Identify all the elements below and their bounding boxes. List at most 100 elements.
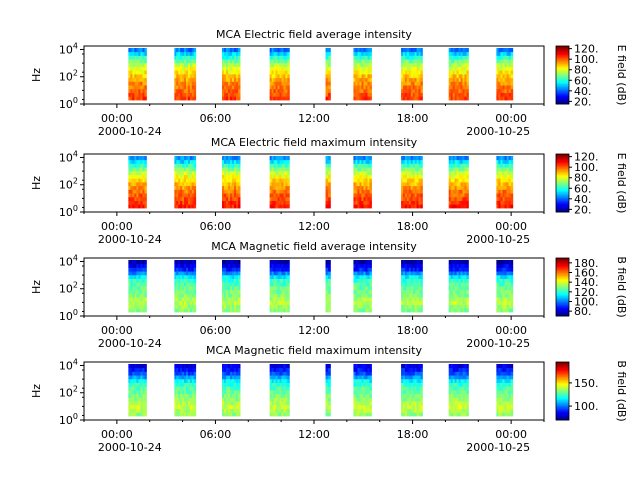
heatmap-cell	[496, 204, 499, 209]
heatmap-cell	[412, 293, 416, 298]
heatmap-cell	[412, 88, 416, 93]
heatmap-cell	[458, 193, 461, 198]
heatmap-cell	[327, 397, 331, 402]
heatmap-cell	[403, 85, 406, 90]
heatmap-cell	[285, 367, 288, 372]
heatmap-cell	[414, 174, 417, 179]
heatmap-cell	[136, 174, 139, 179]
heatmap-cell	[359, 70, 362, 75]
heatmap-cell	[238, 170, 241, 175]
heatmap-cell	[510, 274, 514, 279]
heatmap-cell	[502, 59, 505, 64]
heatmap-cell	[182, 390, 185, 395]
heatmap-cell	[500, 159, 503, 164]
heatmap-cell	[128, 364, 131, 369]
heatmap-cell	[271, 92, 274, 97]
heatmap-cell	[403, 48, 406, 53]
heatmap-cell	[452, 293, 456, 298]
heatmap-cell	[404, 178, 408, 183]
heatmap-cell	[232, 193, 235, 198]
heatmap-cell	[406, 204, 410, 209]
heatmap-cell	[458, 293, 461, 298]
heatmap-cell	[238, 404, 241, 409]
heatmap-cell	[498, 382, 501, 387]
heatmap-cell	[452, 364, 456, 369]
heatmap-cell	[283, 386, 286, 391]
heatmap-cell	[327, 204, 331, 209]
heatmap-cell	[269, 278, 273, 283]
heatmap-cell	[136, 412, 139, 417]
heatmap-cell	[452, 282, 456, 287]
heatmap-cell	[456, 393, 459, 398]
heatmap-cell	[504, 55, 508, 60]
heatmap-cell	[458, 178, 461, 183]
heatmap-cell	[361, 367, 364, 372]
heatmap-cell	[273, 85, 276, 90]
data-segment	[353, 364, 372, 417]
heatmap-cell	[408, 156, 412, 161]
heatmap-cell	[238, 378, 241, 383]
heatmap-cell	[464, 263, 467, 268]
heatmap-cell	[224, 185, 227, 190]
heatmap-cell	[269, 390, 273, 395]
heatmap-cell	[269, 59, 273, 64]
heatmap-cell	[230, 178, 233, 183]
heatmap-cell	[226, 286, 229, 291]
heatmap-cell	[279, 390, 282, 395]
heatmap-cell	[458, 378, 461, 383]
heatmap-cell	[408, 367, 412, 372]
colorbar-swatch	[556, 391, 569, 393]
heatmap-cell	[144, 286, 147, 291]
heatmap-cell	[363, 278, 366, 283]
heatmap-cell	[283, 204, 286, 209]
heatmap-cell	[456, 286, 459, 291]
heatmap-cell	[273, 364, 276, 369]
heatmap-cell	[140, 200, 143, 205]
heatmap-cell	[176, 263, 179, 268]
heatmap-cell	[142, 174, 145, 179]
heatmap-cell	[357, 408, 360, 413]
heatmap-cell	[359, 282, 362, 287]
heatmap-cell	[506, 375, 510, 380]
heatmap-cell	[193, 364, 197, 369]
heatmap-cell	[269, 163, 273, 168]
heatmap-cell	[466, 386, 469, 391]
heatmap-cell	[460, 408, 463, 413]
heatmap-cell	[236, 274, 239, 279]
heatmap-cell	[414, 297, 417, 302]
heatmap-cell	[224, 408, 227, 413]
heatmap-cell	[462, 293, 465, 298]
heatmap-cell	[128, 263, 131, 268]
heatmap-cell	[452, 81, 456, 86]
heatmap-cell	[454, 278, 457, 283]
heatmap-cell	[187, 404, 191, 409]
heatmap-cell	[359, 378, 362, 383]
heatmap-cell	[130, 263, 133, 268]
heatmap-cell	[498, 304, 501, 309]
heatmap-cell	[456, 382, 459, 387]
heatmap-cell	[369, 271, 372, 276]
heatmap-cell	[498, 174, 501, 179]
heatmap-cell	[224, 401, 227, 406]
heatmap-cell	[408, 297, 412, 302]
heatmap-cell	[222, 189, 225, 194]
heatmap-cell	[464, 81, 467, 86]
heatmap-cell	[269, 88, 273, 93]
heatmap-cell	[186, 167, 189, 172]
heatmap-cell	[327, 200, 331, 205]
heatmap-cell	[466, 375, 469, 380]
heatmap-cell	[410, 293, 414, 298]
heatmap-cell	[184, 364, 187, 369]
heatmap-cell	[269, 274, 273, 279]
heatmap-cell	[416, 401, 419, 406]
heatmap-cell	[363, 178, 366, 183]
heatmap-cell	[452, 378, 456, 383]
heatmap-cell	[174, 85, 177, 90]
heatmap-cell	[285, 371, 288, 376]
heatmap-cell	[327, 401, 331, 406]
heatmap-cell	[510, 390, 514, 395]
heatmap-cell	[355, 77, 358, 82]
heatmap-cell	[367, 196, 370, 201]
heatmap-cell	[365, 367, 368, 372]
heatmap-cell	[182, 156, 185, 161]
